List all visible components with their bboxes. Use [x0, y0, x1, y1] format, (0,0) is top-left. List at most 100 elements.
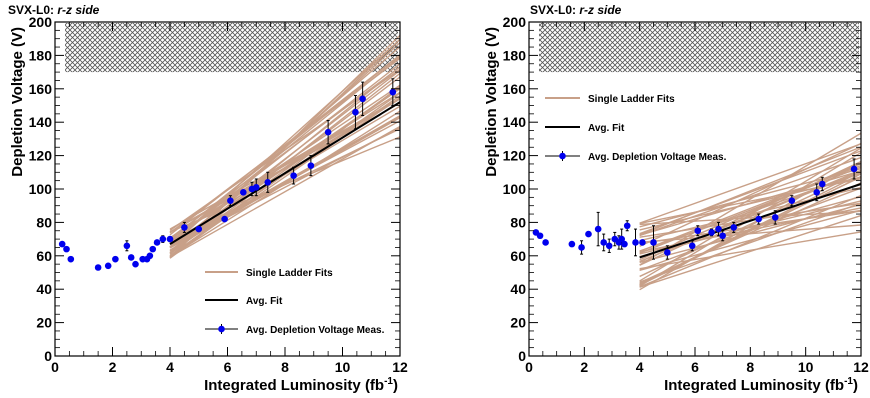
x-tick-label: 12	[392, 359, 408, 375]
y-tick-label: 120	[29, 148, 53, 164]
data-point	[324, 128, 332, 136]
chart-panel-2: 0 20 40 60 80 100 120 140 160 180 200 0 2 4 6 8 10 12 SVX-…	[483, 3, 869, 394]
data-point	[542, 239, 549, 246]
excluded-region-band	[65, 23, 398, 73]
data-point	[359, 95, 366, 103]
data-point	[63, 245, 70, 253]
legend-entry-label: Avg. Depletion Voltage Meas.	[588, 152, 727, 163]
legend-entry-label: Avg. Depletion Voltage Meas.	[246, 325, 385, 336]
x-tick-label: 8	[746, 359, 754, 375]
x-tick-label: 10	[335, 359, 351, 375]
data-point	[568, 240, 576, 248]
data-point	[104, 262, 112, 270]
data-point	[618, 235, 625, 243]
x-axis: 0 2 4 6 8 10 12	[525, 22, 869, 375]
single-ladder-fit-line	[169, 115, 401, 248]
x-axis-label-suffix: )	[853, 377, 858, 394]
data-point	[850, 165, 858, 173]
x-axis-label: Integrated Luminosity (fb-1)	[664, 376, 858, 394]
single-ladder-fit-line	[639, 156, 862, 237]
chart-title-italic: r-z side	[579, 3, 621, 17]
data-point	[112, 255, 119, 263]
chart-title: SVX-L0: r-z side	[530, 3, 622, 17]
y-tick-label: 180	[29, 47, 53, 63]
single-ladder-fit-line	[639, 194, 862, 288]
data-point	[650, 239, 657, 246]
y-tick-label: 20	[510, 315, 526, 331]
data-point	[123, 242, 131, 250]
avg-fit-line	[639, 183, 862, 259]
y-tick-label: 160	[29, 81, 53, 97]
single-ladder-fit-line	[639, 175, 862, 286]
legend: Single Ladder Fits Avg. Fit Avg. Depletion…	[545, 94, 727, 163]
x-axis-label-sup: -1	[384, 376, 393, 387]
y-tick-label: 20	[36, 315, 52, 331]
data-point	[719, 232, 726, 240]
measurements	[532, 158, 858, 260]
data-point	[632, 239, 639, 246]
data-point	[688, 242, 696, 250]
legend-swatch-meas-marker	[559, 152, 566, 160]
data-point	[708, 229, 715, 236]
data-point	[536, 232, 544, 240]
chart-title-prefix: SVX-L0:	[8, 3, 57, 17]
x-axis-label-sup: -1	[844, 376, 853, 387]
excluded-region-band	[539, 23, 859, 73]
single-ladder-fit-line	[639, 209, 862, 271]
y-tick-label: 60	[510, 248, 526, 264]
x-tick-label: 4	[636, 359, 644, 375]
y-axis-label: Depletion Voltage (V)	[483, 27, 500, 177]
data-point	[623, 222, 631, 230]
data-point	[264, 179, 272, 186]
single-ladder-fit-line	[639, 143, 862, 224]
y-tick-label: 0	[518, 348, 526, 364]
x-tick-label: 4	[166, 359, 174, 375]
x-axis-label-suffix: )	[393, 377, 398, 394]
avg-fit-line	[169, 101, 401, 245]
data-point	[788, 197, 796, 204]
x-tick-label: 12	[853, 359, 869, 375]
y-axis-label: Depletion Voltage (V)	[9, 27, 26, 177]
data-point	[58, 240, 66, 248]
data-point	[252, 184, 260, 191]
data-point	[159, 235, 167, 243]
data-point	[771, 214, 779, 221]
data-point	[715, 225, 722, 233]
legend-entry-label: Single Ladder Fits	[588, 94, 675, 105]
data-point	[755, 215, 762, 223]
x-tick-label: 2	[580, 359, 588, 375]
data-point	[578, 244, 585, 251]
y-tick-label: 160	[503, 81, 527, 97]
y-tick-label: 100	[503, 181, 527, 197]
chart-panel-1: 0 20 40 60 80 100 120 140 160 180 200 0 2 4 6 8 10 12 SVX-…	[8, 3, 408, 394]
data-point	[290, 172, 297, 179]
x-tick-label: 6	[224, 359, 232, 375]
y-tick-label: 80	[36, 214, 52, 230]
chart-title: SVX-L0: r-z side	[8, 3, 100, 17]
legend-entry-label: Avg. Fit	[246, 296, 283, 307]
data-point	[730, 224, 738, 231]
data-point	[240, 189, 247, 196]
x-tick-label: 0	[525, 359, 533, 375]
chart-title-italic: r-z side	[57, 3, 99, 17]
y-tick-label: 60	[36, 248, 52, 264]
data-point	[195, 225, 203, 233]
y-tick-label: 140	[503, 114, 527, 130]
single-ladder-fit-line	[169, 72, 401, 255]
single-ladder-fit-line	[639, 231, 862, 270]
data-point	[639, 239, 646, 246]
data-point	[664, 249, 671, 256]
data-point	[389, 88, 397, 96]
x-axis-label-main: Integrated Luminosity (fb	[664, 377, 844, 394]
x-tick-label: 6	[691, 359, 699, 375]
single-ladder-fit-line	[639, 187, 862, 271]
data-point	[132, 260, 139, 268]
y-axis: 0 20 40 60 80 100 120 140 160 180 200	[29, 14, 400, 364]
data-point	[149, 245, 157, 253]
data-point	[146, 252, 154, 260]
single-ladder-fits	[639, 132, 862, 291]
y-tick-label: 200	[29, 14, 53, 30]
data-point	[221, 215, 228, 223]
